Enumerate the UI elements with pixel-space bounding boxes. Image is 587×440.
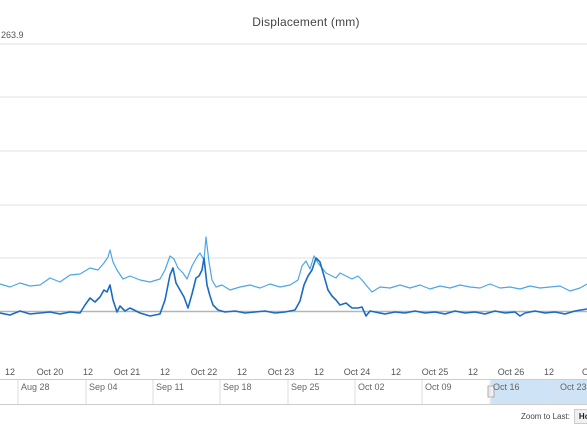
navigator-left-handle[interactable] (487, 385, 495, 398)
y-top-label: 263.9 (1, 30, 24, 40)
x-tick-label: Oct 21 (114, 367, 141, 377)
x-tick-label: Oct 26 (498, 367, 525, 377)
navigator-label: Sep 25 (291, 382, 320, 392)
x-tick-label: Oct (582, 367, 587, 377)
navigator-label: Sep 04 (89, 382, 118, 392)
navigator-label: Sep 18 (223, 382, 252, 392)
navigator-label: Aug 28 (21, 382, 50, 392)
x-tick-label: Oct 23 (268, 367, 295, 377)
x-tick-label: 12 (468, 367, 478, 377)
zoom-controls: Zoom to Last: Hour (521, 409, 587, 424)
x-tick-label: 12 (5, 367, 15, 377)
zoom-label: Zoom to Last: (521, 412, 570, 421)
navigator-label: Oct 02 (358, 382, 385, 392)
navigator-label: Oct 09 (425, 382, 452, 392)
chart-title: Displacement (mm) (252, 15, 360, 29)
navigator-label: Sep 11 (156, 382, 184, 392)
navigator-selection (491, 380, 587, 404)
x-tick-label: 12 (544, 367, 554, 377)
navigator-label: Oct 23 (560, 382, 587, 392)
x-tick-label: 12 (391, 367, 401, 377)
x-tick-label: Oct 25 (422, 367, 449, 377)
x-tick-label: Oct 22 (191, 367, 218, 377)
x-tick-label: 12 (160, 367, 170, 377)
navigator-label: Oct 16 (493, 382, 520, 392)
series-upper-line (0, 236, 587, 293)
x-tick-label: Oct 24 (344, 367, 371, 377)
zoom-hour-button[interactable]: Hour (573, 409, 587, 424)
series-lower-line (0, 257, 587, 317)
x-tick-label: 12 (83, 367, 93, 377)
x-tick-label: Oct 20 (37, 367, 64, 377)
x-tick-label: 12 (237, 367, 247, 377)
x-tick-label: 12 (314, 367, 324, 377)
